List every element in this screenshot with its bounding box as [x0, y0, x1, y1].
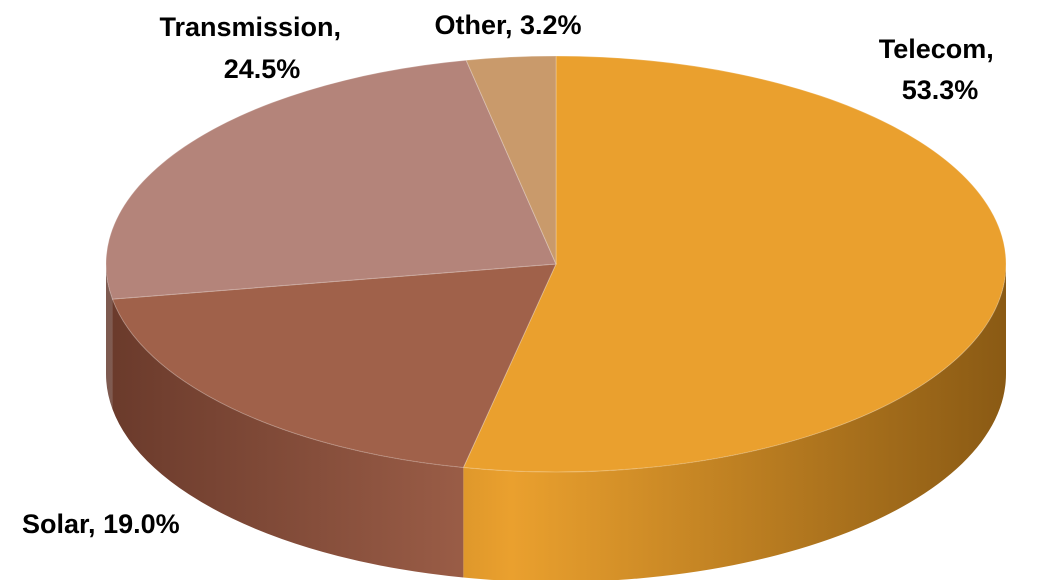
pie-side-telecom	[463, 264, 1006, 580]
pie-sides	[106, 264, 1006, 580]
pie-slice-telecom	[462, 55, 1007, 473]
pie-slice-solar	[111, 263, 557, 469]
pie-slice-transmission	[105, 59, 557, 300]
pie-tops	[105, 55, 1007, 473]
slice-label-solar: Solar, 19.0%	[22, 509, 180, 539]
slice-label-telecom: Telecom, 53.3%	[879, 34, 1002, 105]
slice-label-transmission: Transmission, 24.5%	[159, 12, 348, 84]
slice-label-other: Other, 3.2%	[434, 10, 581, 40]
pie-labels: Telecom, 53.3% Solar, 19.0% Transmission…	[22, 10, 1002, 539]
pie-side-solar	[112, 299, 464, 578]
pie-side-transmission	[106, 264, 113, 410]
pie-slice-other	[465, 55, 557, 265]
